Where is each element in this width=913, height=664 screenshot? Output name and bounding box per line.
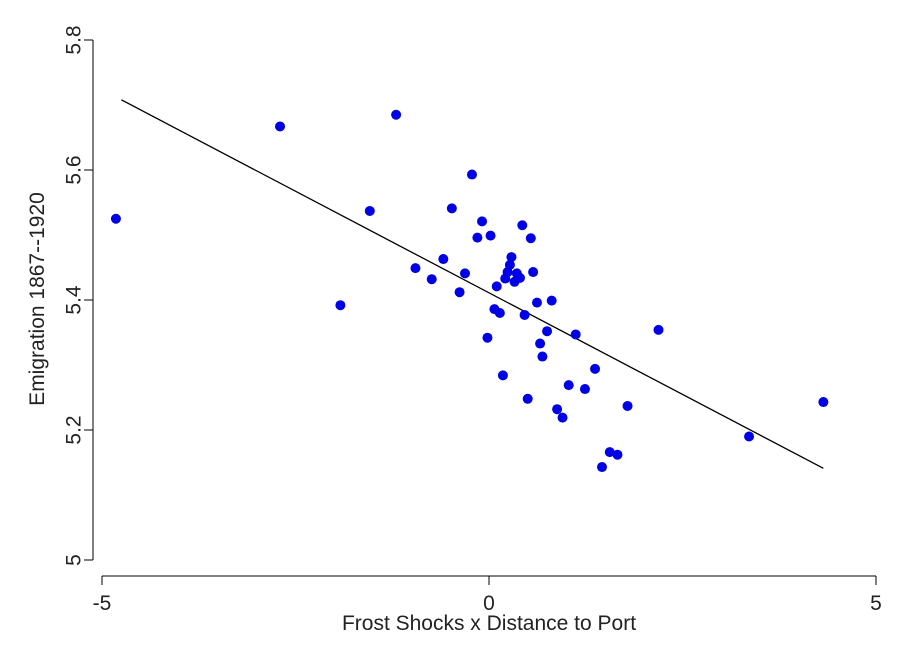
y-tick-label: 5: [63, 554, 86, 566]
data-point: [744, 431, 755, 442]
data-point: [364, 205, 375, 216]
data-point: [542, 326, 553, 337]
data-point: [482, 332, 493, 343]
data-point: [622, 400, 633, 411]
data-point: [494, 308, 505, 318]
data-point: [514, 272, 525, 283]
data-point: [552, 404, 563, 415]
data-point: [426, 274, 437, 285]
data-point: [653, 324, 664, 335]
data-point: [410, 263, 421, 274]
data-point: [454, 287, 465, 298]
y-axis-title: Emigration 1867--1920: [26, 192, 49, 406]
y-tick-label: 5.8: [63, 25, 86, 54]
data-point: [818, 397, 829, 408]
data-point: [506, 252, 517, 263]
data-point: [335, 300, 346, 311]
data-points: [110, 109, 829, 473]
data-point: [438, 254, 449, 265]
data-point: [563, 380, 574, 391]
data-point: [519, 309, 530, 320]
fit-line-group: [121, 99, 824, 469]
x-tick-label: 5: [870, 592, 882, 615]
data-point: [391, 109, 402, 120]
fit-line: [121, 99, 824, 469]
data-point: [491, 281, 502, 292]
data-point: [604, 447, 615, 458]
data-point: [522, 393, 533, 404]
data-point: [590, 363, 601, 374]
data-point: [579, 384, 590, 395]
data-point: [525, 233, 536, 244]
data-point: [546, 295, 557, 306]
data-point: [612, 449, 623, 460]
x-axis-title: Frost Shocks x Distance to Port: [342, 612, 636, 635]
data-point: [557, 412, 568, 423]
data-point: [570, 329, 581, 340]
y-tick-label: 5.4: [63, 285, 86, 315]
data-point: [466, 169, 477, 180]
y-tick-label: 5.6: [63, 155, 86, 184]
data-point: [446, 203, 457, 214]
data-point: [485, 230, 496, 241]
data-point: [275, 121, 286, 132]
y-tick-label: 5.2: [63, 415, 86, 444]
data-point: [472, 232, 483, 243]
data-point: [460, 268, 471, 279]
data-point: [531, 297, 542, 308]
data-point: [504, 259, 515, 270]
x-tick-label: -5: [93, 592, 112, 615]
data-point: [497, 370, 508, 381]
data-point: [597, 462, 608, 473]
data-point: [535, 338, 546, 349]
data-point: [517, 220, 528, 231]
data-point: [477, 216, 488, 227]
data-point: [537, 351, 548, 362]
x-tick-label: 0: [483, 592, 495, 615]
axes: 5 5.2 5.4 5.6 5.8 -5 0 5: [63, 25, 882, 615]
data-point: [528, 267, 539, 278]
data-point: [110, 213, 121, 224]
